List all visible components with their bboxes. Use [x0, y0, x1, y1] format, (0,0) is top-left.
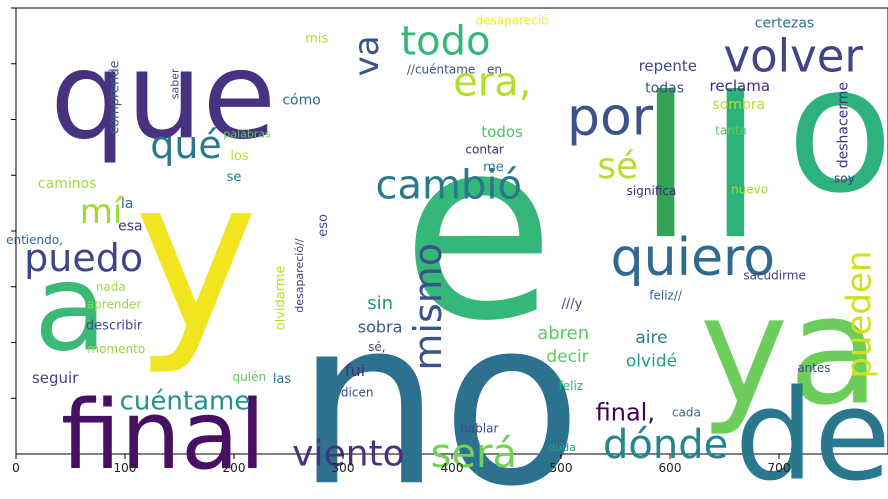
word-58: esa	[118, 219, 143, 235]
word-38: certezas	[755, 16, 814, 32]
word-78: feliz	[559, 379, 584, 393]
word-39: reclama	[710, 77, 770, 95]
word-16: qué	[150, 123, 222, 167]
word-74: seguir	[32, 369, 79, 387]
word-63: entiendo,	[6, 233, 63, 247]
word-79: antes	[797, 361, 830, 375]
word-53: contar	[465, 143, 504, 157]
word-34: aire	[635, 328, 667, 348]
x-tick-label-4: 400	[441, 461, 464, 475]
x-tick-label-1: 100	[114, 461, 137, 475]
word-33: decir	[546, 347, 588, 367]
word-26: será	[431, 431, 517, 477]
word-50: comprende	[108, 60, 123, 134]
plot-frame	[15, 7, 888, 455]
word-4: e	[401, 84, 555, 375]
word-19: mí	[80, 192, 124, 232]
x-tick-label-6: 600	[659, 461, 682, 475]
x-tick-label-0: 0	[12, 461, 20, 475]
word-66: sacudirme	[743, 269, 806, 283]
word-80: cada	[672, 406, 701, 420]
word-68: aprender	[87, 298, 142, 312]
word-69: describir	[86, 318, 143, 333]
word-29: sin	[367, 293, 393, 314]
word-18: sé	[597, 146, 638, 187]
word-56: caminos	[38, 176, 97, 192]
word-70: momento	[87, 342, 145, 356]
word-10: de	[735, 364, 888, 499]
word-46: //cuéntame	[407, 62, 475, 76]
word-13: era,	[453, 60, 531, 106]
word-23: pueden	[840, 251, 880, 379]
word-59: significa	[627, 184, 677, 198]
word-49: saber	[169, 68, 182, 99]
x-axis: 0 100 200 300 400 500 600 700	[12, 454, 790, 475]
x-tick-label-3: 300	[332, 461, 355, 475]
word-25: viento	[292, 434, 404, 475]
word-51: palabras	[223, 128, 271, 141]
word-22: mismo	[406, 243, 450, 371]
x-tick-label-5: 500	[550, 461, 573, 475]
word-64: olvidarme	[273, 265, 288, 330]
word-20: puedo	[24, 236, 143, 280]
word-7: l	[708, 55, 762, 282]
word-52: los	[230, 149, 249, 164]
word-42: tanta	[715, 124, 747, 138]
word-36: todas	[645, 80, 684, 96]
word-73: sé,	[368, 340, 385, 354]
word-11: volver	[723, 29, 863, 82]
word-17: cambió	[375, 162, 521, 208]
word-12: todo	[400, 19, 490, 65]
word-3: final	[61, 381, 266, 491]
clipped-footer-line	[0, 488, 3, 498]
word-8: o	[786, 29, 888, 232]
word-6: l	[639, 55, 693, 282]
word-0: que	[50, 28, 276, 167]
word-28: final,	[596, 399, 655, 427]
word-65: desapareció//	[293, 238, 306, 313]
word-76: las	[273, 372, 292, 387]
word-5: no	[296, 270, 583, 499]
word-57: la	[121, 196, 133, 212]
word-45: mis	[305, 32, 328, 47]
word-1: y	[134, 133, 258, 378]
word-82: duda	[548, 441, 576, 454]
word-31: fui	[345, 361, 365, 380]
word-35: olvidé	[626, 352, 677, 372]
word-2: a	[34, 240, 108, 379]
x-tick-label-2: 200	[223, 461, 246, 475]
x-tick-label-7: 700	[768, 461, 791, 475]
word-62: eso	[316, 214, 331, 237]
y-axis	[11, 7, 16, 399]
word-81: hablar	[460, 421, 498, 435]
word-55: se	[227, 170, 242, 185]
word-27: dónde	[603, 422, 728, 468]
word-15: por	[567, 87, 654, 147]
word-71: ///y	[561, 297, 582, 312]
word-40: sombra	[712, 97, 765, 113]
word-37: repente	[639, 57, 697, 75]
word-72: feliz//	[649, 289, 683, 303]
word-14: va	[347, 35, 387, 76]
word-60: nuevo	[731, 183, 768, 197]
word-77: dicen	[341, 386, 374, 400]
word-44: desapareció	[476, 13, 549, 27]
word-67: nada	[96, 280, 126, 294]
word-30: sobra	[358, 317, 403, 336]
word-9: ya	[700, 264, 881, 438]
word-47: en	[487, 62, 502, 76]
word-54: me	[483, 160, 504, 175]
word-41: deshacerme	[835, 82, 851, 168]
word-43: todos	[481, 123, 523, 141]
word-48: cómo	[282, 93, 320, 109]
word-75: quién	[233, 370, 267, 384]
word-21: quiero	[611, 228, 775, 288]
word-24: cuéntame	[120, 387, 251, 417]
word-32: abren	[537, 323, 589, 344]
word-61: soy	[834, 172, 855, 186]
